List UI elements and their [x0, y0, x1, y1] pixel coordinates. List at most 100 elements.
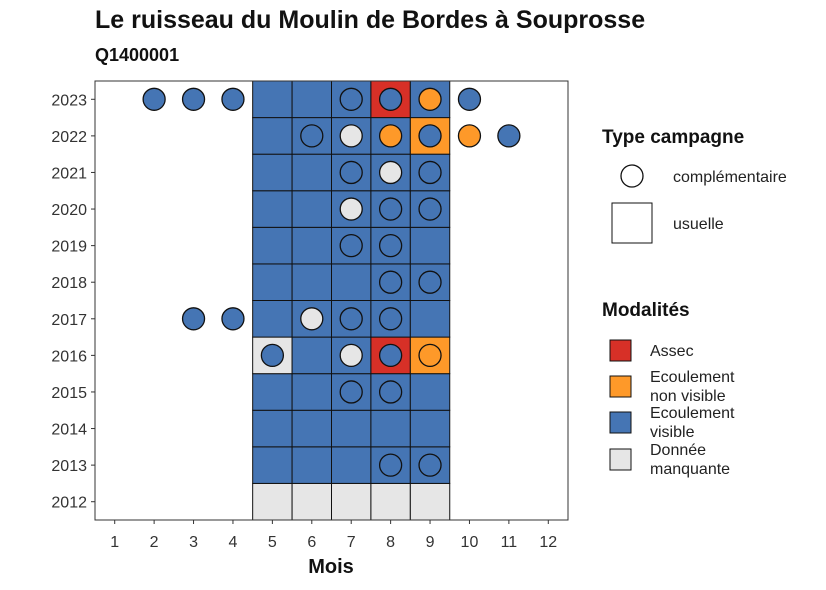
point-2023-4 — [221, 87, 245, 111]
tile-2012-8 — [370, 482, 411, 521]
point-2021-7 — [339, 160, 363, 185]
y-tick-label: 2020 — [51, 202, 87, 219]
x-tick-label: 11 — [501, 534, 518, 551]
point-2019-8 — [378, 233, 403, 258]
point-2015-8 — [378, 380, 403, 404]
point-2022-10 — [457, 124, 482, 148]
y-tick-label: 2013 — [51, 458, 87, 475]
tile-2017-5 — [252, 300, 293, 338]
point-2016-7 — [339, 343, 363, 368]
tile-2012-9 — [409, 482, 451, 521]
x-tick-label: 2 — [150, 534, 159, 551]
tile-2020-6 — [291, 190, 333, 228]
tile-2014-5 — [252, 409, 293, 448]
y-tick-label: 2022 — [51, 129, 87, 146]
x-tick-label: 5 — [268, 534, 277, 551]
x-tick-label: 7 — [347, 534, 356, 551]
point-2023-2 — [142, 87, 166, 111]
tile-2013-7 — [331, 446, 372, 484]
tile-2018-7 — [331, 263, 372, 301]
chart-subtitle: Q1400001 — [95, 45, 180, 65]
y-tick-label: 2018 — [51, 275, 87, 292]
legend-swatch — [609, 375, 632, 398]
point-2013-9 — [418, 453, 442, 477]
tile-2013-5 — [252, 446, 293, 484]
point-2022-8 — [378, 124, 403, 148]
y-tick-label: 2012 — [51, 495, 87, 512]
legend-type-entry: usuelle — [673, 216, 724, 233]
tile-2015-6 — [291, 373, 333, 411]
x-tick-label: 9 — [426, 534, 435, 551]
legend-swatch — [609, 448, 632, 471]
tile-2012-6 — [291, 482, 333, 521]
x-axis-label: Mois — [308, 556, 354, 578]
point-2020-9 — [418, 197, 442, 221]
point-2017-7 — [339, 307, 363, 331]
y-tick-label: 2023 — [51, 92, 87, 109]
point-2022-9 — [418, 124, 442, 148]
legend: Type campagne complémentaire usuelle Modali… — [602, 127, 787, 478]
x-tick-label: 12 — [539, 534, 557, 551]
legend-swatch — [609, 339, 632, 362]
legend-modalite-label: Assec — [650, 343, 694, 360]
y-tick-label: 2017 — [51, 312, 87, 329]
chart-title: Le ruisseau du Moulin de Bordes à Soupro… — [95, 6, 646, 34]
x-tick-label: 4 — [229, 534, 238, 551]
x-tick-label: 8 — [386, 534, 395, 551]
point-2023-10 — [457, 87, 482, 111]
y-tick-label: 2021 — [51, 165, 87, 182]
point-2017-4 — [221, 307, 245, 331]
tile-2013-6 — [291, 446, 333, 484]
point-2017-6 — [300, 307, 324, 331]
tile-2015-9 — [409, 373, 451, 411]
legend-square-icon — [611, 202, 653, 244]
tile-2016-6 — [291, 336, 333, 375]
point-2016-9 — [418, 343, 442, 368]
legend-circle-icon — [620, 164, 644, 188]
y-tick-label: 2016 — [51, 348, 87, 365]
point-2017-3 — [181, 307, 206, 331]
y-tick-label: 2014 — [51, 422, 87, 439]
tile-2012-7 — [331, 482, 372, 521]
point-2015-7 — [339, 380, 363, 404]
x-axis: 1 2 3 4 5 6 7 8 9 10 11 12 — [110, 520, 557, 551]
x-tick-label: 3 — [189, 534, 198, 551]
point-2022-6 — [300, 124, 324, 148]
point-2020-7 — [339, 197, 363, 221]
tile-2015-5 — [252, 373, 293, 411]
plot-panel-border — [94, 80, 569, 521]
tile-2022-5 — [252, 117, 293, 155]
tile-2021-6 — [291, 153, 333, 192]
point-2023-8 — [378, 87, 403, 111]
tile-2017-9 — [409, 300, 451, 338]
tile-2021-5 — [252, 153, 293, 192]
point-2023-3 — [181, 87, 206, 111]
legend-swatch — [609, 411, 632, 434]
legend-modalites-title: Modalités — [602, 300, 690, 321]
tile-2020-5 — [252, 190, 293, 228]
y-axis: 2012 2013 2014 2015 2016 2017 2018 2019 2020 2021… — [51, 92, 95, 512]
tile-2014-7 — [331, 409, 372, 448]
tile-2019-5 — [252, 226, 293, 265]
tile-2014-8 — [370, 409, 411, 448]
tile-2014-6 — [291, 409, 333, 448]
point-2023-9 — [418, 87, 442, 111]
tile-2023-6 — [291, 80, 333, 119]
y-tick-label: 2019 — [51, 239, 87, 256]
tile-2012-5 — [252, 482, 293, 521]
legend-modalite-label: Ecoulement visible — [650, 405, 735, 441]
point-2021-8 — [378, 160, 403, 185]
point-2013-8 — [378, 453, 403, 477]
point-2020-8 — [378, 197, 403, 221]
tile-2018-6 — [291, 263, 333, 301]
point-2018-8 — [378, 270, 403, 294]
x-tick-label: 1 — [110, 534, 119, 551]
point-2023-7 — [339, 87, 363, 111]
point-2022-11 — [497, 124, 521, 148]
tile-2018-5 — [252, 263, 293, 301]
tile-2019-6 — [291, 226, 333, 265]
point-2019-7 — [339, 233, 363, 258]
tile-2023-5 — [252, 80, 293, 119]
point-2022-7 — [339, 124, 363, 148]
